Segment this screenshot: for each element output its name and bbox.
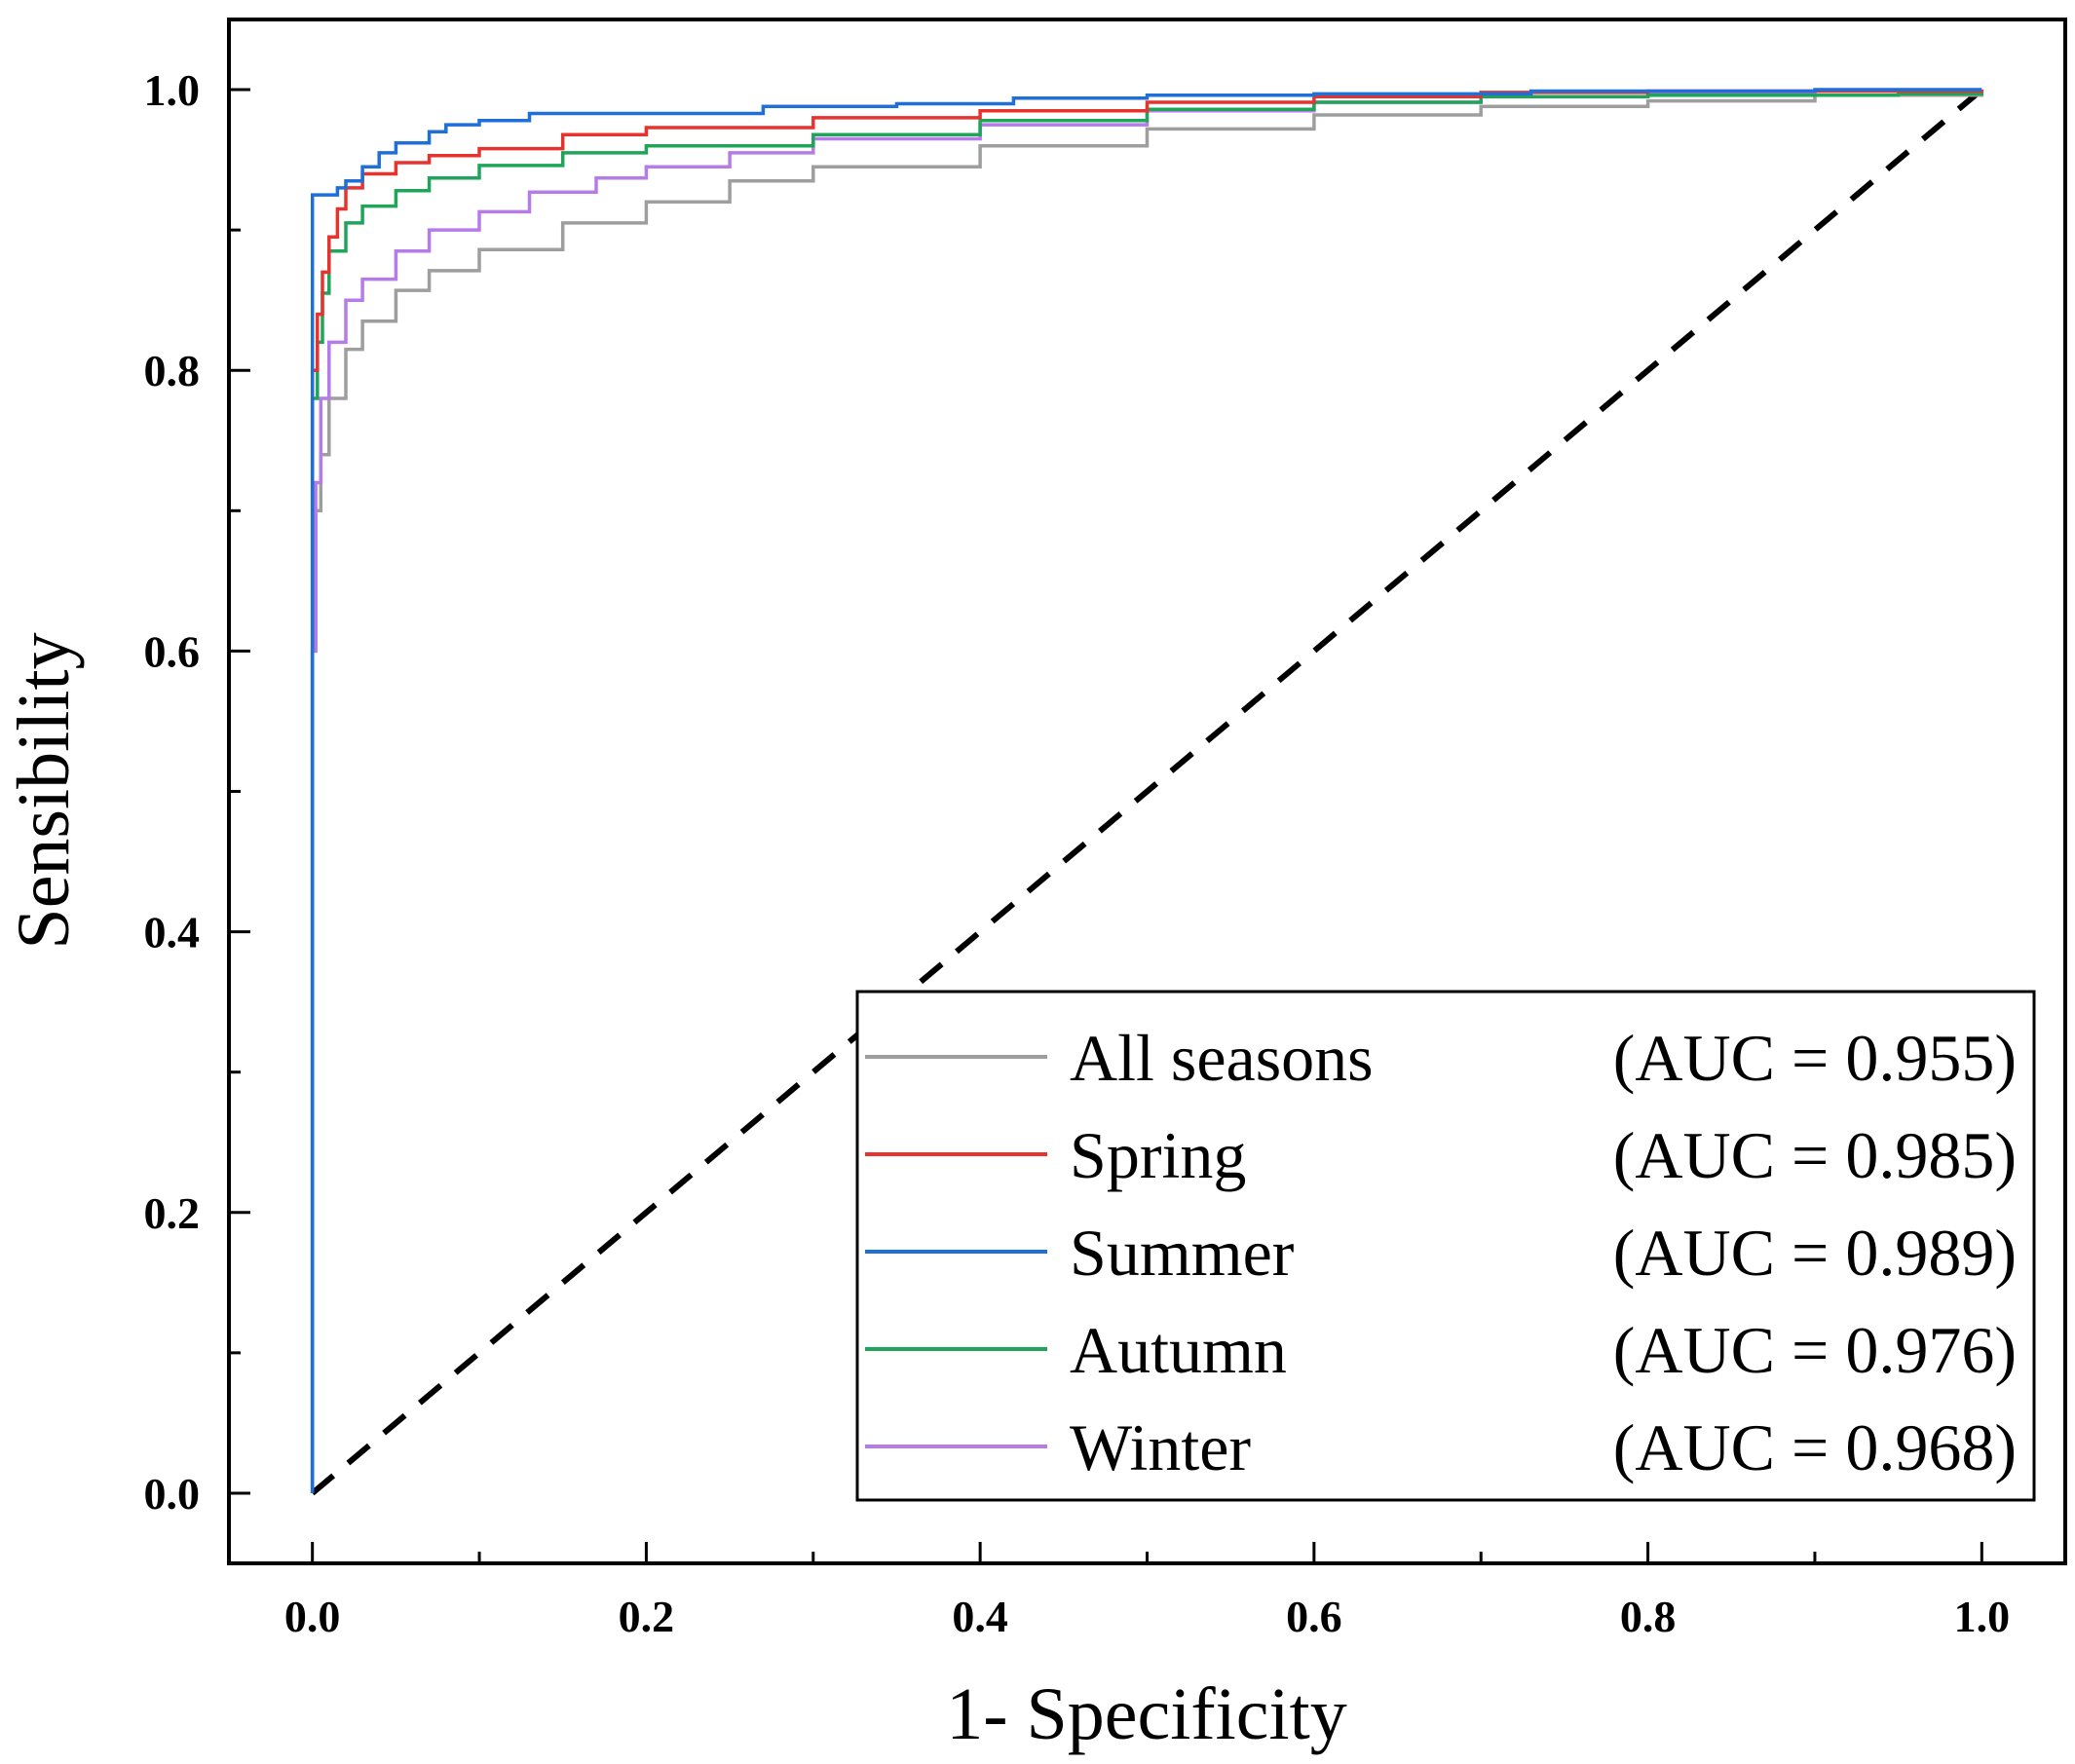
legend-label-autumn: Autumn [1070,1313,1287,1387]
x-tick-label: 0.6 [1286,1592,1342,1641]
legend-box [855,990,2036,1502]
x-tick-label: 1.0 [1954,1592,2011,1641]
y-axis-ticks: 0.0 0.2 0.4 0.6 0.8 1.0 [144,65,250,1519]
y-tick-label: 0.2 [144,1188,201,1238]
legend-auc-all-seasons: (AUC = 0.955) [1613,1021,2017,1095]
legend-auc-winter: (AUC = 0.968) [1613,1410,2017,1484]
y-axis-title: Sensibility [3,632,85,949]
chance-reference-line [310,87,1984,1496]
legend-entries: All seasons (AUC = 0.955) Spring (AUC = 0.9… [865,1021,2017,1484]
legend-label-winter: Winter [1070,1410,1251,1484]
x-tick-label: 0.2 [619,1592,675,1641]
x-axis-ticks: 0.0 0.2 0.4 0.6 0.8 1.0 [284,1542,2010,1641]
roc-curve-all-seasons [310,90,1984,1493]
legend-label-all-seasons: All seasons [1070,1021,1374,1095]
y-tick-label: 1.0 [144,65,201,115]
y-tick-label: 0.0 [144,1469,201,1519]
x-axis-title: 1- Specificity [946,1673,1347,1755]
legend-auc-spring: (AUC = 0.985) [1613,1118,2017,1192]
x-tick-label: 0.0 [284,1592,341,1641]
y-tick-label: 0.6 [144,626,201,676]
legend: All seasons (AUC = 0.955) Spring (AUC = 0.9… [855,990,2036,1502]
x-tick-label: 0.4 [952,1592,1008,1641]
legend-auc-autumn: (AUC = 0.976) [1613,1313,2017,1387]
legend-auc-summer: (AUC = 0.989) [1613,1216,2017,1290]
roc-curve-summer [310,88,1982,1493]
roc-curves [310,88,1984,1493]
roc-curve-autumn [310,90,1984,1493]
y-tick-label: 0.4 [144,908,201,957]
legend-label-summer: Summer [1070,1216,1295,1290]
y-tick-label: 0.8 [144,346,201,395]
x-tick-label: 0.8 [1620,1592,1677,1641]
roc-curve-spring [310,89,1984,1493]
legend-label-spring: Spring [1070,1118,1246,1192]
